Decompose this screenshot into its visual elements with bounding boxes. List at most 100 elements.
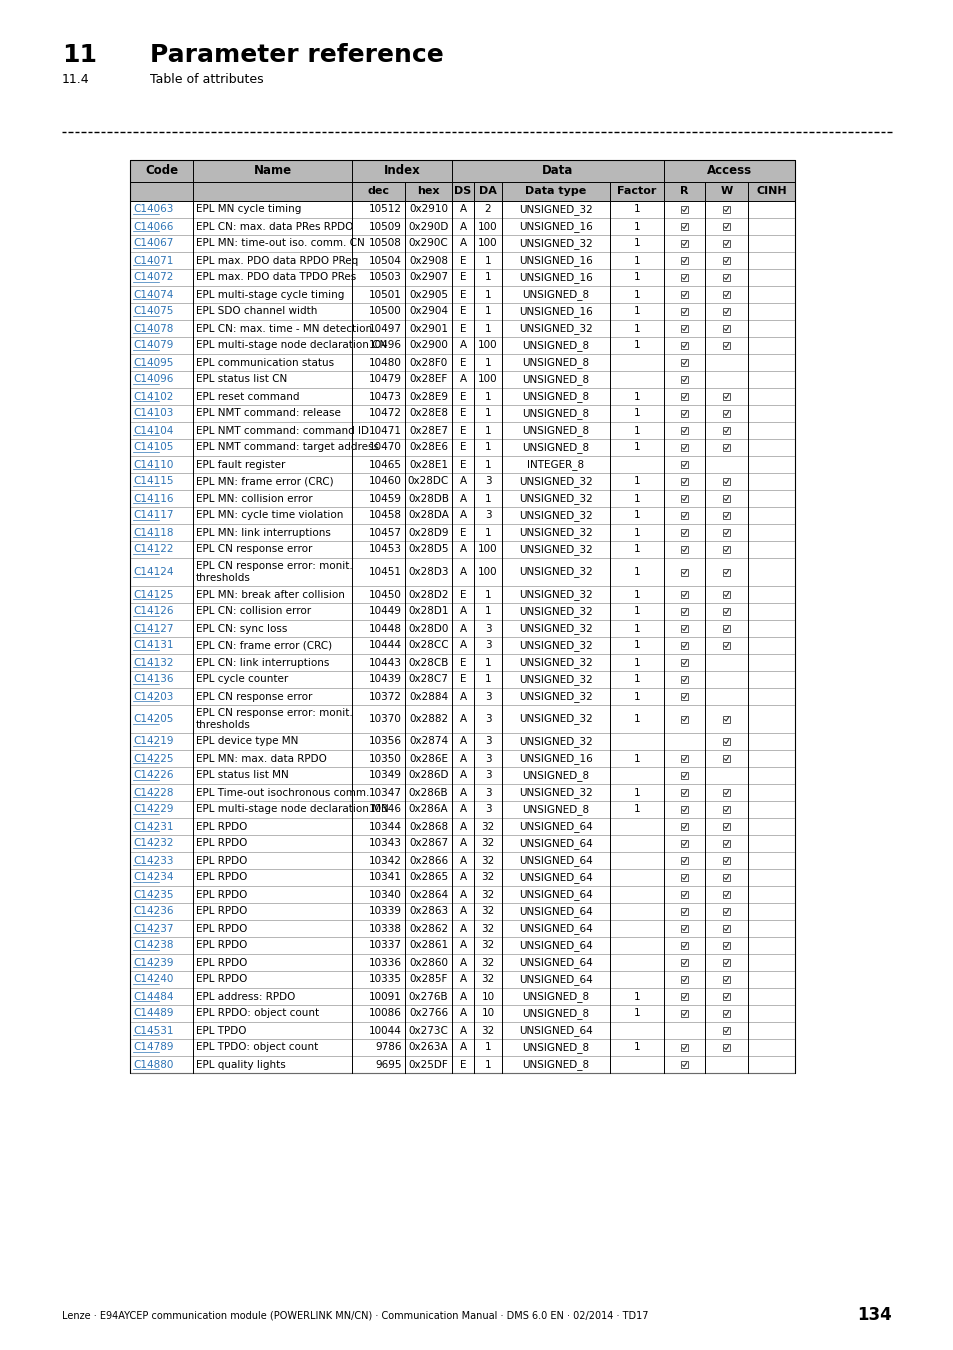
Text: A: A bbox=[459, 204, 466, 215]
Text: 0x28EF: 0x28EF bbox=[409, 374, 447, 385]
Text: C14231: C14231 bbox=[132, 822, 173, 832]
Text: UNSIGNED_64: UNSIGNED_64 bbox=[518, 923, 592, 934]
Bar bbox=[722, 1010, 729, 1017]
Text: Data type: Data type bbox=[525, 186, 586, 197]
Bar bbox=[680, 693, 687, 701]
Text: 0x290C: 0x290C bbox=[408, 239, 448, 248]
Text: 0x2862: 0x2862 bbox=[409, 923, 448, 933]
Text: 1: 1 bbox=[633, 606, 639, 617]
Bar bbox=[130, 490, 794, 508]
Text: 10349: 10349 bbox=[369, 771, 401, 780]
Bar bbox=[680, 806, 687, 813]
Text: EPL MN: break after collision: EPL MN: break after collision bbox=[195, 590, 345, 599]
Text: 10356: 10356 bbox=[369, 737, 401, 747]
Text: 10472: 10472 bbox=[369, 409, 401, 418]
Text: 10346: 10346 bbox=[369, 805, 401, 814]
Text: EPL MN: frame error (CRC): EPL MN: frame error (CRC) bbox=[195, 477, 334, 486]
Text: 0x28DC: 0x28DC bbox=[408, 477, 449, 486]
Text: A: A bbox=[459, 640, 466, 651]
Bar bbox=[680, 342, 687, 350]
Bar bbox=[722, 909, 729, 915]
Text: 9695: 9695 bbox=[375, 1060, 401, 1069]
Bar bbox=[130, 801, 794, 818]
Text: 1: 1 bbox=[633, 273, 639, 282]
Text: 100: 100 bbox=[477, 221, 497, 231]
Text: A: A bbox=[459, 544, 466, 555]
Text: C14103: C14103 bbox=[132, 409, 173, 418]
Text: A: A bbox=[459, 340, 466, 351]
Text: C14116: C14116 bbox=[132, 494, 173, 504]
Text: A: A bbox=[459, 923, 466, 933]
Text: 10344: 10344 bbox=[369, 822, 401, 832]
Text: 0x2900: 0x2900 bbox=[409, 340, 448, 351]
Text: Parameter reference: Parameter reference bbox=[150, 43, 443, 68]
Text: 1: 1 bbox=[633, 409, 639, 418]
Bar bbox=[130, 836, 794, 852]
Bar bbox=[130, 637, 794, 653]
Bar bbox=[130, 302, 794, 320]
Bar bbox=[130, 603, 794, 620]
Bar bbox=[130, 1056, 794, 1073]
Text: UNSIGNED_32: UNSIGNED_32 bbox=[518, 624, 592, 634]
Text: 1: 1 bbox=[633, 567, 639, 576]
Bar bbox=[130, 371, 794, 387]
Text: UNSIGNED_64: UNSIGNED_64 bbox=[518, 872, 592, 883]
Bar bbox=[722, 568, 729, 575]
Text: A: A bbox=[459, 737, 466, 747]
Text: A: A bbox=[459, 1008, 466, 1018]
Text: 10347: 10347 bbox=[369, 787, 401, 798]
Text: EPL MN: time-out iso. comm. CN: EPL MN: time-out iso. comm. CN bbox=[195, 239, 364, 248]
Text: 0x2766: 0x2766 bbox=[409, 1008, 448, 1018]
Bar bbox=[130, 456, 794, 472]
Text: 100: 100 bbox=[477, 340, 497, 351]
Bar bbox=[130, 784, 794, 801]
Text: C14095: C14095 bbox=[132, 358, 173, 367]
Text: E: E bbox=[459, 443, 466, 452]
Text: EPL CN: frame error (CRC): EPL CN: frame error (CRC) bbox=[195, 640, 332, 651]
Bar bbox=[722, 738, 729, 745]
Bar bbox=[680, 958, 687, 967]
Bar bbox=[722, 716, 729, 722]
Text: A: A bbox=[459, 567, 466, 576]
Text: 1: 1 bbox=[633, 805, 639, 814]
Text: EPL address: RPDO: EPL address: RPDO bbox=[195, 991, 295, 1002]
Text: C14105: C14105 bbox=[132, 443, 173, 452]
Bar bbox=[722, 925, 729, 932]
Text: 0x2910: 0x2910 bbox=[409, 204, 448, 215]
Text: EPL CN response error: EPL CN response error bbox=[195, 691, 312, 702]
Bar bbox=[130, 524, 794, 541]
Text: 10471: 10471 bbox=[369, 425, 401, 436]
Text: 10501: 10501 bbox=[369, 289, 401, 300]
Text: EPL CN response error: EPL CN response error bbox=[195, 544, 312, 555]
Bar bbox=[680, 529, 687, 536]
Text: DS: DS bbox=[454, 186, 471, 197]
Bar bbox=[680, 478, 687, 485]
Text: 1: 1 bbox=[633, 991, 639, 1002]
Bar bbox=[722, 806, 729, 813]
Text: C14205: C14205 bbox=[132, 714, 173, 724]
Text: 1: 1 bbox=[484, 255, 491, 266]
Text: EPL reset command: EPL reset command bbox=[195, 392, 299, 401]
Bar bbox=[130, 886, 794, 903]
Text: EPL multi-stage node declaration MN: EPL multi-stage node declaration MN bbox=[195, 805, 388, 814]
Bar bbox=[680, 873, 687, 882]
Text: 0x28E7: 0x28E7 bbox=[409, 425, 448, 436]
Bar bbox=[130, 508, 794, 524]
Bar bbox=[130, 182, 794, 201]
Bar bbox=[680, 292, 687, 298]
Text: 0x28D0: 0x28D0 bbox=[408, 624, 448, 633]
Bar bbox=[130, 235, 794, 252]
Text: C14096: C14096 bbox=[132, 374, 173, 385]
Text: 0x263A: 0x263A bbox=[408, 1042, 448, 1053]
Text: UNSIGNED_32: UNSIGNED_32 bbox=[518, 567, 592, 578]
Bar bbox=[130, 269, 794, 286]
Text: E: E bbox=[459, 273, 466, 282]
Bar bbox=[680, 976, 687, 983]
Text: A: A bbox=[459, 510, 466, 521]
Text: A: A bbox=[459, 691, 466, 702]
Bar bbox=[680, 925, 687, 932]
Text: 11.4: 11.4 bbox=[62, 73, 90, 86]
Text: 1: 1 bbox=[633, 640, 639, 651]
Text: C14079: C14079 bbox=[132, 340, 173, 351]
Text: EPL NMT command: command ID: EPL NMT command: command ID bbox=[195, 425, 369, 436]
